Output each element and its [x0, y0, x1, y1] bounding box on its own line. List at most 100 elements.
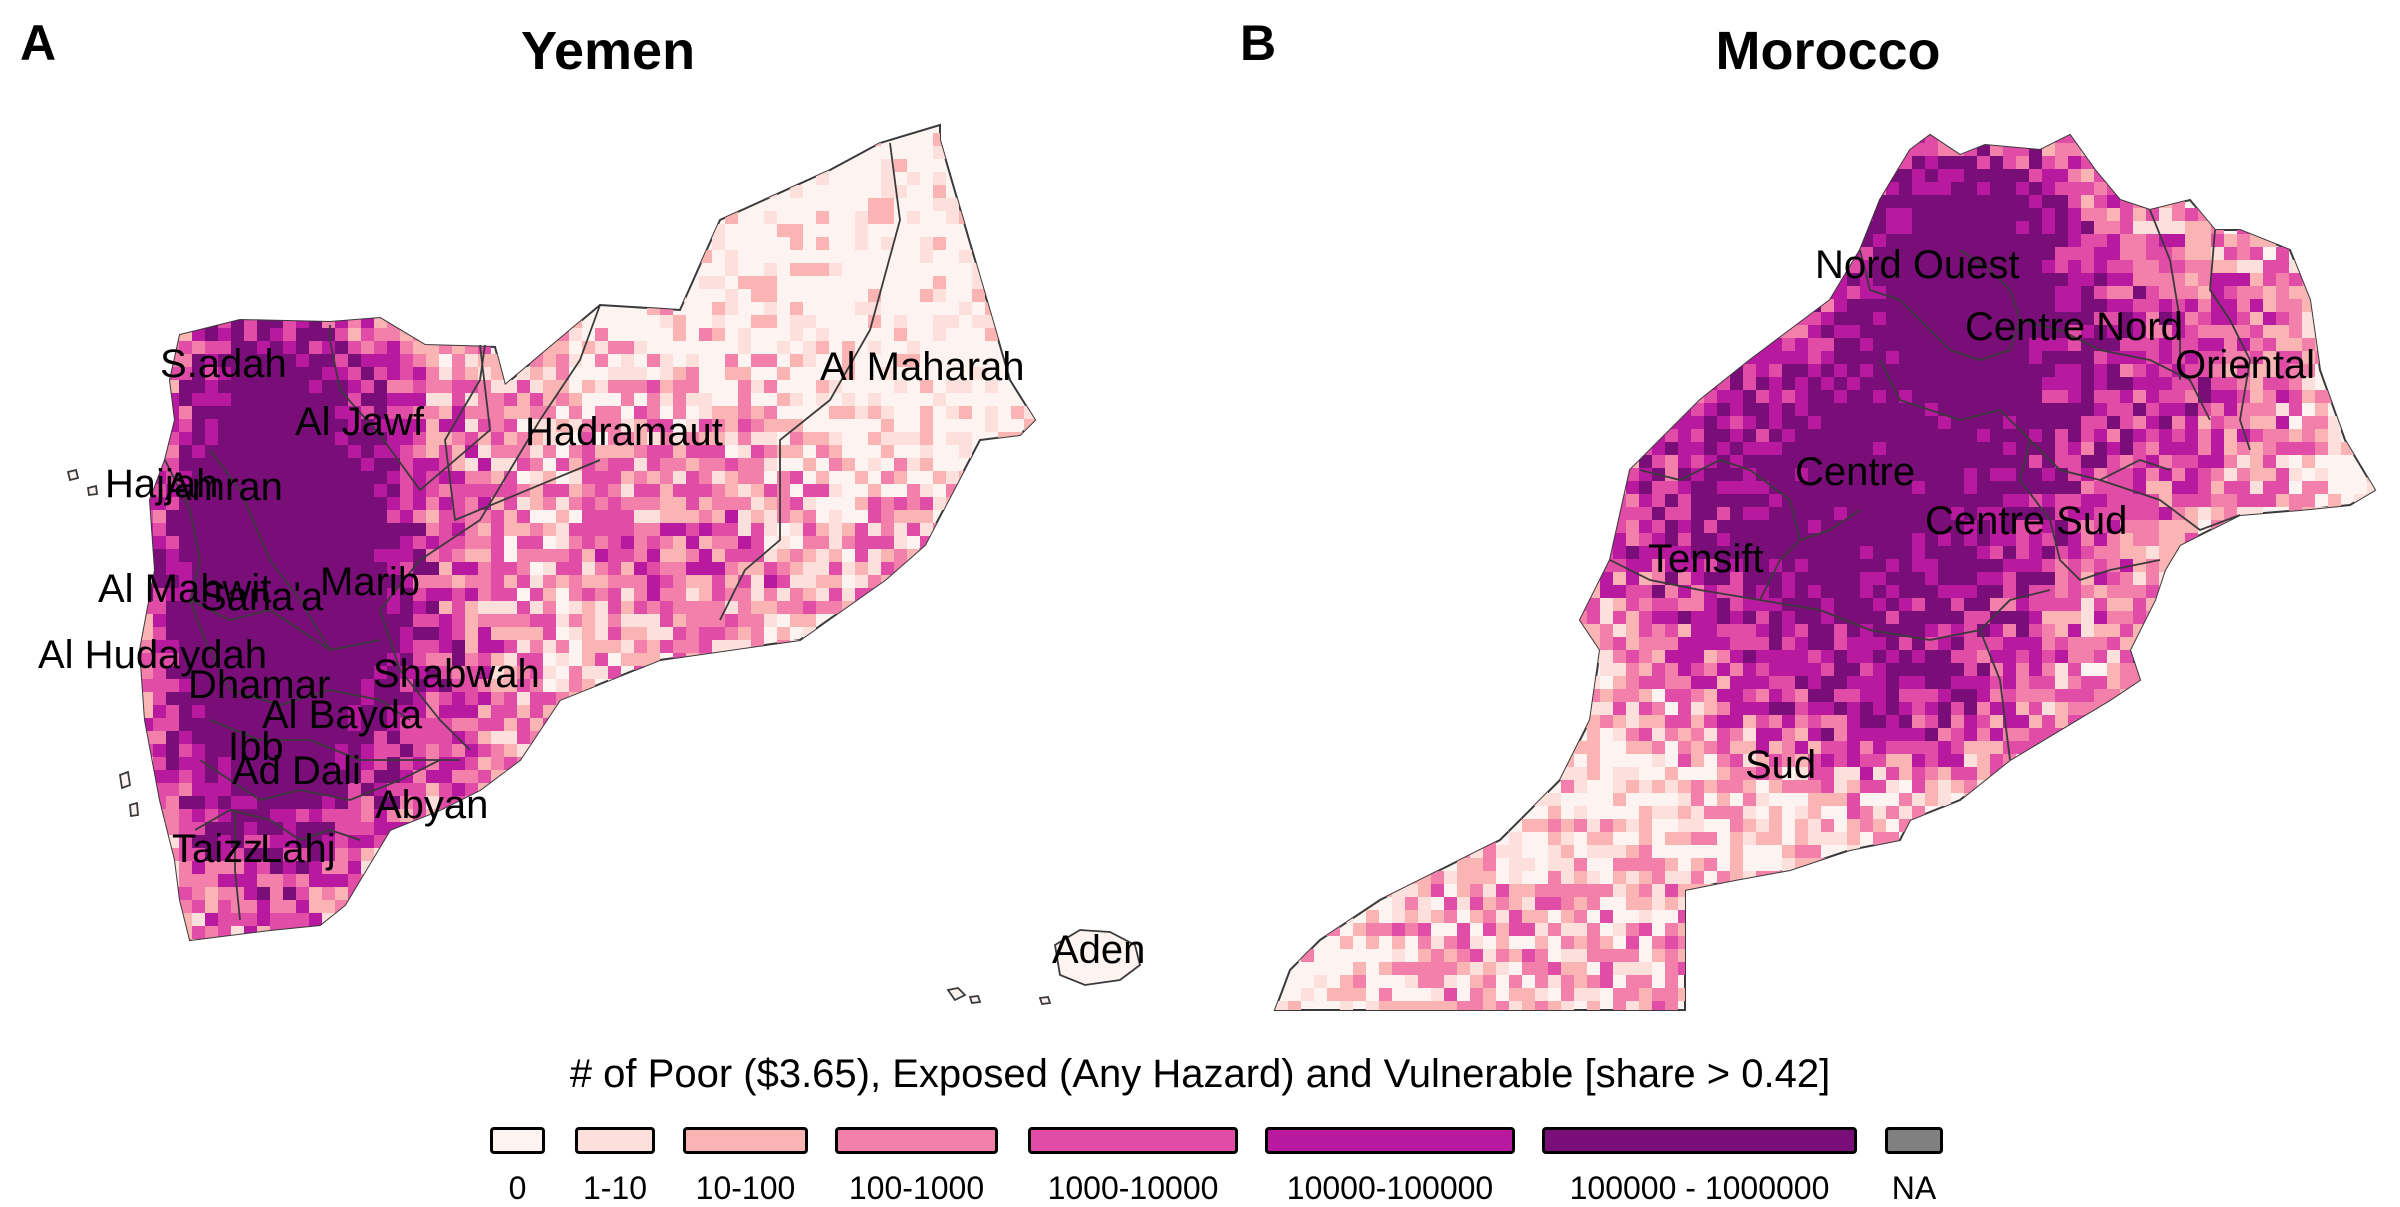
grid-cell — [2146, 286, 2159, 299]
grid-cell — [153, 328, 166, 341]
grid-cell — [400, 393, 413, 406]
grid-cell — [2315, 182, 2328, 195]
grid-cell — [452, 666, 465, 679]
grid-cell — [231, 211, 244, 224]
grid-cell — [2354, 143, 2367, 156]
grid-cell — [1795, 507, 1808, 520]
grid-cell — [296, 796, 309, 809]
grid-cell — [621, 861, 634, 874]
grid-cell — [1821, 364, 1834, 377]
grid-cell — [153, 913, 166, 926]
grid-cell — [2055, 377, 2068, 390]
grid-cell — [1795, 351, 1808, 364]
grid-cell — [2302, 156, 2315, 169]
grid-cell — [257, 354, 270, 367]
grid-cell — [2263, 403, 2276, 416]
grid-cell — [309, 419, 322, 432]
grid-cell — [140, 237, 153, 250]
grid-cell — [1782, 390, 1795, 403]
grid-cell — [387, 887, 400, 900]
grid-cell — [491, 666, 504, 679]
grid-cell — [2354, 507, 2367, 520]
grid-cell — [530, 367, 543, 380]
grid-cell — [1366, 195, 1379, 208]
grid-cell — [2315, 221, 2328, 234]
grid-cell — [2185, 312, 2198, 325]
grid-cell — [1769, 507, 1782, 520]
grid-cell — [569, 809, 582, 822]
grid-cell — [777, 510, 790, 523]
grid-cell — [660, 432, 673, 445]
grid-cell — [1834, 377, 1847, 390]
grid-cell — [244, 588, 257, 601]
grid-cell — [621, 692, 634, 705]
grid-cell — [1548, 429, 1561, 442]
grid-cell — [2198, 247, 2211, 260]
grid-cell — [348, 913, 361, 926]
grid-cell — [439, 627, 452, 640]
grid-cell — [1444, 455, 1457, 468]
grid-cell — [1873, 221, 1886, 234]
grid-cell — [647, 471, 660, 484]
grid-cell — [2237, 481, 2250, 494]
grid-cell — [361, 445, 374, 458]
grid-cell — [1314, 403, 1327, 416]
grid-cell — [348, 835, 361, 848]
grid-cell — [1704, 507, 1717, 520]
grid-cell — [2003, 520, 2016, 533]
grid-cell — [465, 198, 478, 211]
grid-cell — [725, 731, 738, 744]
grid-cell — [270, 874, 283, 887]
grid-cell — [387, 393, 400, 406]
grid-cell — [244, 796, 257, 809]
grid-cell — [322, 458, 335, 471]
grid-cell — [1561, 416, 1574, 429]
grid-cell — [400, 757, 413, 770]
grid-cell — [140, 263, 153, 276]
grid-cell — [517, 666, 530, 679]
grid-cell — [2016, 135, 2029, 143]
grid-cell — [1678, 273, 1691, 286]
grid-cell — [998, 874, 1011, 887]
grid-cell — [530, 588, 543, 601]
grid-cell — [361, 744, 374, 757]
grid-cell — [153, 601, 166, 614]
grid-cell — [2198, 429, 2211, 442]
grid-cell — [218, 939, 231, 940]
grid-cell — [439, 939, 452, 940]
grid-cell — [322, 289, 335, 302]
grid-cell — [348, 146, 361, 159]
grid-cell — [2133, 312, 2146, 325]
grid-cell — [725, 198, 738, 211]
grid-cell — [491, 237, 504, 250]
grid-cell — [1314, 377, 1327, 390]
grid-cell — [946, 536, 959, 549]
grid-cell — [452, 575, 465, 588]
grid-cell — [855, 900, 868, 913]
grid-cell — [751, 497, 764, 510]
grid-cell — [764, 588, 777, 601]
grid-cell — [1665, 364, 1678, 377]
grid-cell — [1431, 520, 1444, 533]
grid-cell — [1314, 299, 1327, 312]
grid-cell — [504, 627, 517, 640]
grid-cell — [1392, 351, 1405, 364]
grid-cell — [2198, 442, 2211, 455]
grid-cell — [751, 588, 764, 601]
grid-cell — [1314, 351, 1327, 364]
grid-cell — [2250, 143, 2263, 156]
grid-cell — [608, 458, 621, 471]
grid-cell — [673, 575, 686, 588]
grid-cell — [2081, 169, 2094, 182]
grid-cell — [738, 562, 751, 575]
grid-cell — [1691, 286, 1704, 299]
grid-cell — [751, 406, 764, 419]
grid-cell — [192, 328, 205, 341]
grid-cell — [374, 900, 387, 913]
grid-cell — [1314, 442, 1327, 455]
grid-cell — [1717, 299, 1730, 312]
grid-cell — [1496, 377, 1509, 390]
grid-cell — [348, 679, 361, 692]
grid-cell — [1925, 377, 1938, 390]
grid-cell — [296, 822, 309, 835]
